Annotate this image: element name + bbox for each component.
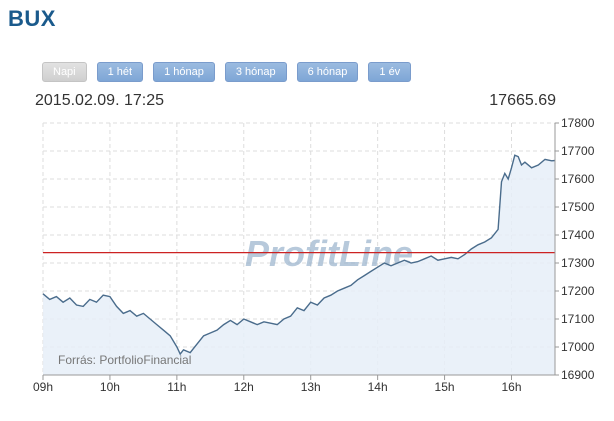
x-tick-label: 15h [435, 380, 455, 394]
x-tick-label: 09h [33, 380, 53, 394]
y-tick-label: 17800 [561, 116, 595, 130]
x-tick-label: 11h [167, 380, 186, 394]
x-tick-label: 10h [100, 380, 120, 394]
y-tick-label: 17000 [561, 340, 595, 354]
x-tick-label: 16h [501, 380, 521, 394]
tab-1-honap[interactable]: 1 hónap [153, 62, 215, 82]
price-line [42, 154, 556, 356]
tab-1-het[interactable]: 1 hét [96, 62, 144, 82]
source-label: Forrás: PortfolioFinancial [58, 353, 191, 367]
y-tick-label: 17500 [561, 200, 595, 214]
tab-3-honap[interactable]: 3 hónap [224, 62, 287, 82]
index-title: BUX [8, 6, 56, 31]
period-tabs: Napi 1 hét 1 hónap 3 hónap 6 hónap 1 év [42, 62, 412, 82]
tab-1-ev[interactable]: 1 év [368, 62, 412, 82]
x-tick-label: 14h [368, 380, 388, 394]
quote-datetime: 2015.02.09. 17:25 [35, 92, 165, 109]
y-tick-label: 17600 [561, 172, 595, 186]
chart-axes: 16900 17000 17100 17200 17300 17400 17500 17600… [33, 116, 595, 394]
tab-napi[interactable]: Napi [42, 62, 87, 82]
x-tick-label: 12h [234, 380, 254, 394]
y-tick-label: 17700 [561, 144, 595, 158]
y-tick-label: 17200 [561, 284, 595, 298]
y-tick-label: 17400 [561, 228, 595, 242]
tab-6-honap[interactable]: 6 hónap [296, 62, 359, 82]
y-tick-label: 17100 [561, 312, 595, 326]
y-tick-label: 16900 [561, 368, 595, 382]
y-tick-label: 17300 [561, 256, 595, 270]
x-tick-label: 13h [301, 380, 321, 394]
price-area [43, 155, 555, 375]
quote-last-value: 17665.69 [489, 92, 556, 109]
